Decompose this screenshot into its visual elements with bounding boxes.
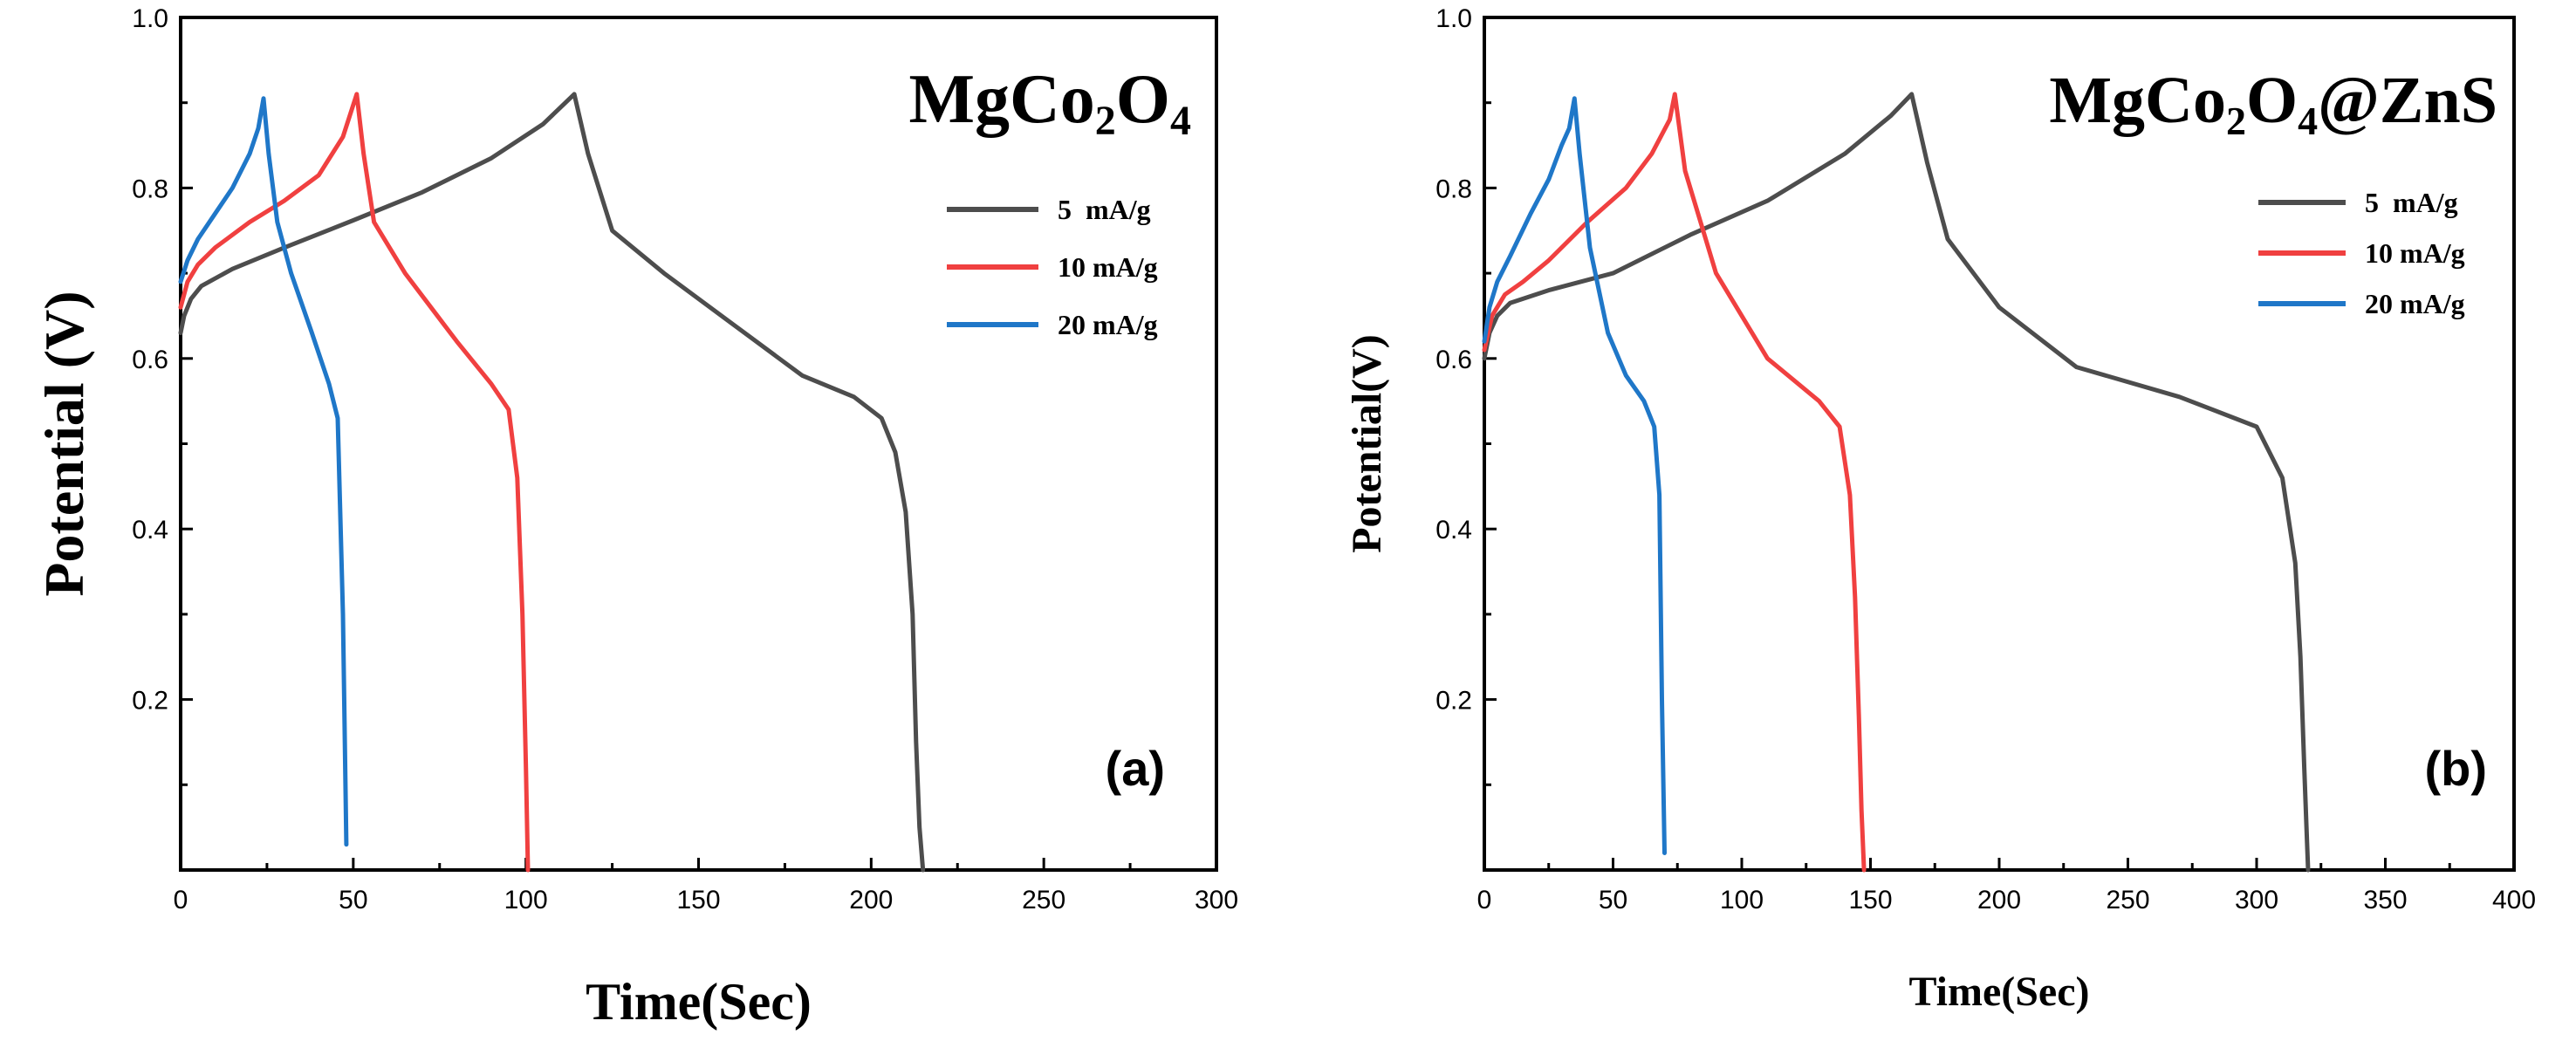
sample-label-part: MgCo: [2049, 64, 2226, 137]
x-tick-label: 350: [2363, 886, 2407, 915]
y-tick-label: 0.2: [1435, 687, 1472, 716]
sample-label-part: MgCo: [908, 61, 1094, 138]
legend-label: 20 mA/g: [1058, 309, 1158, 340]
legend-label: 20 mA/g: [2365, 288, 2465, 319]
x-tick-label: 0: [174, 886, 188, 915]
y-axis-title: Potential (V): [33, 291, 95, 596]
sample-label-subscript: 2: [1095, 98, 1116, 144]
x-tick-label: 200: [1977, 886, 2021, 915]
x-tick-label: 200: [849, 886, 893, 915]
y-tick-label: 0.8: [132, 175, 168, 203]
y-tick-label: 0.2: [132, 687, 168, 716]
y-axis-title: Potential(V): [1344, 334, 1390, 553]
sample-label: MgCo2O4@ZnS: [2049, 64, 2497, 143]
sample-label-part: @ZnS: [2318, 64, 2497, 137]
x-tick-label: 150: [1848, 886, 1892, 915]
series-line: [1482, 92, 1867, 873]
x-tick-label: 50: [339, 886, 367, 915]
sample-label-subscript: 2: [2226, 99, 2246, 143]
x-tick-label: 50: [1599, 886, 1627, 915]
plot-frame: [1483, 16, 2516, 872]
y-tick-label: 0.6: [1435, 346, 1472, 374]
sample-label-part: O: [1116, 61, 1170, 138]
x-tick-label: 250: [1022, 886, 1065, 915]
sample-label: MgCo2O4: [908, 61, 1191, 144]
x-axis-title: Time(Sec): [1908, 969, 2089, 1015]
y-tick-label: 0.4: [132, 516, 168, 545]
x-tick-label: 300: [2235, 886, 2278, 915]
series-line: [1482, 96, 1667, 855]
legend-label: 10 mA/g: [2365, 237, 2465, 269]
y-tick-label: 1.0: [1435, 4, 1472, 33]
y-tick-label: 0.6: [132, 346, 168, 374]
panel-label: (a): [1106, 741, 1165, 796]
chart-panel-b: 0 50 100 150 200 250 300 350 400 0.2 0.4 0.6 0.8 1.0 T…: [1344, 4, 2536, 1015]
series-line: [178, 92, 926, 873]
sample-label-part: O: [2246, 64, 2298, 137]
chart-panel-a: 0 50 100 150 200 250 300 0.2 0.4 0.6 0.8 1.0 Time(Se…: [33, 4, 1238, 1031]
legend-label: 5 mA/g: [2365, 187, 2458, 218]
x-tick-label: 100: [504, 886, 548, 915]
x-tick-label: 250: [2106, 886, 2149, 915]
x-tick-label: 300: [1195, 886, 1238, 915]
series-line: [178, 96, 349, 847]
x-tick-label: 150: [676, 886, 720, 915]
panel-label: (b): [2424, 741, 2487, 796]
y-tick-label: 0.4: [1435, 516, 1472, 545]
y-tick-label: 1.0: [132, 4, 168, 33]
sample-label-subscript: 4: [1170, 98, 1191, 144]
y-tick-label: 0.8: [1435, 175, 1472, 203]
sample-label-subscript: 4: [2298, 99, 2318, 143]
x-axis-title: Time(Sec): [586, 973, 812, 1031]
legend-label: 5 mA/g: [1058, 194, 1151, 225]
series-line: [1482, 92, 2311, 873]
x-tick-label: 100: [1720, 886, 1764, 915]
series-line: [178, 92, 531, 873]
x-tick-label: 400: [2492, 886, 2536, 915]
legend-label: 10 mA/g: [1058, 251, 1158, 283]
x-tick-label: 0: [1477, 886, 1492, 915]
